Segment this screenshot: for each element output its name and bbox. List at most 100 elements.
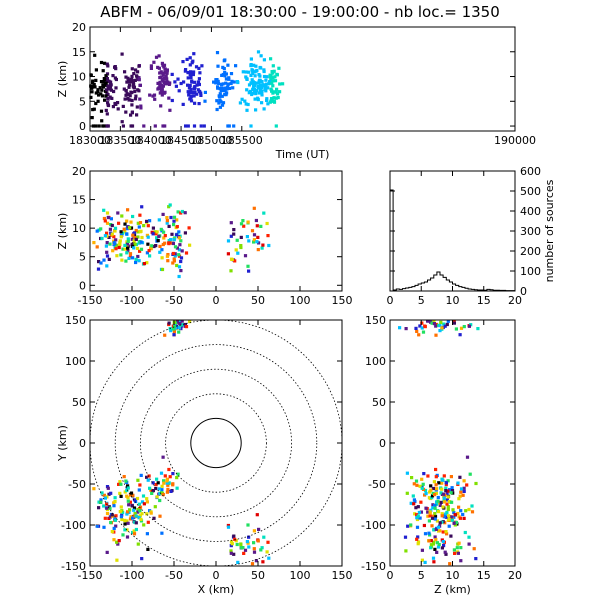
x-z-point — [239, 235, 243, 239]
z-y-point — [420, 326, 424, 330]
time-height-point — [133, 89, 137, 94]
time-height-point — [103, 61, 107, 65]
plan-view-point — [267, 556, 271, 560]
time-height-point — [122, 87, 126, 91]
x-z-ytick-label: 10 — [72, 222, 86, 235]
z-y-point — [459, 509, 463, 513]
z-y-point — [432, 322, 436, 326]
x-z-point — [145, 219, 149, 223]
plan-view-point — [136, 542, 140, 546]
time-height-point — [270, 70, 274, 74]
height-histogram-ytick-label: 600 — [520, 165, 541, 178]
z-y-point — [447, 500, 451, 504]
time-height-point — [189, 99, 194, 103]
z-y-point — [444, 552, 448, 556]
z-y-point — [448, 488, 452, 492]
time-height-point — [269, 78, 273, 82]
z-y-point — [439, 500, 443, 504]
plan-view-point — [114, 514, 118, 518]
x-z-point — [132, 246, 136, 250]
time-height-point — [197, 82, 201, 87]
x-z-point — [230, 257, 234, 262]
z-y-point — [442, 322, 446, 326]
time-height-point — [232, 124, 236, 128]
time-height-point — [218, 105, 222, 109]
plan-view-point — [109, 491, 113, 495]
plan-view-point — [229, 544, 233, 548]
range-ring — [190, 417, 242, 469]
time-height-point — [191, 72, 195, 76]
plan-view-point — [245, 540, 249, 544]
time-height-point — [217, 94, 221, 98]
x-z-point — [135, 246, 140, 250]
time-height-point — [181, 102, 185, 106]
z-y-point — [449, 515, 453, 519]
plan-view-point — [256, 539, 260, 543]
plan-view-point — [265, 550, 269, 554]
z-y-point — [430, 494, 435, 498]
z-y-point — [440, 326, 444, 330]
plan-view-point — [150, 491, 154, 495]
x-z-point — [137, 225, 141, 229]
z-y-point — [430, 321, 434, 325]
time-height-point — [260, 90, 264, 94]
z-y-point — [456, 511, 460, 516]
x-z-point — [106, 215, 110, 220]
x-z-point — [114, 247, 118, 251]
time-height-point — [97, 93, 101, 97]
time-height-point — [130, 67, 134, 71]
plan-view-point — [117, 539, 121, 543]
time-height-point — [251, 71, 255, 75]
x-z-xtick-label: 0 — [213, 294, 220, 307]
time-height-point — [265, 97, 269, 101]
x-z-point — [99, 261, 103, 265]
time-height-xtick-label: 183500 — [99, 134, 141, 147]
x-z-point — [126, 249, 130, 253]
x-z-point — [226, 252, 230, 256]
z-y-point — [410, 476, 414, 480]
z-y-point — [444, 486, 448, 490]
plan-view-point — [95, 524, 99, 528]
time-height-point — [268, 73, 272, 77]
time-height-point — [130, 124, 135, 128]
time-height-point — [271, 79, 275, 83]
x-z-point — [147, 249, 151, 253]
time-height-point — [243, 99, 247, 103]
x-z-point — [134, 260, 138, 265]
time-height-point — [250, 68, 254, 72]
z-y-point — [416, 542, 420, 546]
time-height-point — [153, 97, 157, 101]
z-y-point — [416, 505, 420, 509]
z-y-point — [438, 329, 442, 333]
plan-view-point — [171, 472, 175, 476]
x-z-point — [229, 269, 233, 273]
z-y-point — [426, 510, 430, 514]
time-height-point — [200, 64, 204, 68]
z-y-point — [415, 483, 419, 487]
plan-view-point — [149, 511, 153, 515]
z-y-point — [430, 516, 435, 520]
plan-view-point — [129, 491, 134, 495]
z-y-ytick-label: -50 — [368, 478, 386, 491]
x-z-xtick-label: -100 — [120, 294, 145, 307]
time-height-point — [186, 83, 190, 87]
z-y-point — [431, 514, 435, 518]
time-height-point — [216, 64, 220, 68]
time-height-point — [127, 85, 131, 89]
plan-view-point — [175, 486, 179, 490]
x-z-point — [255, 240, 259, 244]
z-y-point — [438, 503, 442, 507]
time-height-point — [127, 83, 132, 87]
z-y-point — [444, 515, 448, 519]
time-height-point — [218, 92, 222, 96]
plan-view-point — [102, 504, 106, 508]
x-z-point — [146, 235, 150, 239]
time-height-point — [89, 84, 93, 88]
x-z-point — [166, 259, 170, 263]
plan-view-point — [156, 481, 160, 485]
time-height-point — [269, 99, 273, 103]
plan-view-ytick-label: -150 — [61, 560, 86, 573]
z-y-point — [441, 530, 445, 534]
time-height-point — [138, 97, 142, 101]
time-height-point — [249, 73, 253, 77]
